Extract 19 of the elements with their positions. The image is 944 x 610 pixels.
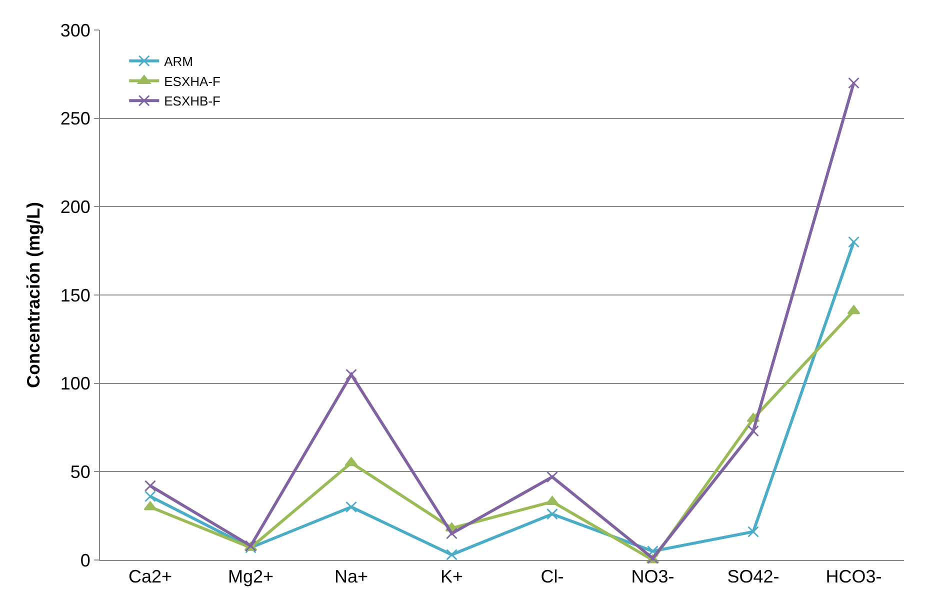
legend-label: ESXHA-F [164, 74, 221, 89]
y-tick-label: 100 [60, 374, 90, 394]
y-tick-label: 250 [60, 108, 90, 129]
legend-label: ARM [164, 54, 194, 69]
y-axis-title: Concentración (mg/L) [24, 202, 44, 388]
y-tick-label: 300 [60, 20, 90, 40]
y-tick-label: 200 [60, 196, 90, 217]
x-tick-label: NO3- [631, 566, 674, 587]
x-tick-label: Mg2+ [228, 566, 274, 587]
x-tick-label: HCO3- [826, 566, 882, 587]
y-tick-label: 0 [80, 550, 90, 570]
x-tick-label: Cl- [540, 566, 564, 587]
x-tick-label: K+ [440, 566, 464, 587]
y-tick-label: 50 [70, 462, 90, 482]
x-tick-label: Ca2+ [128, 566, 172, 587]
x-tick-label: SO42- [727, 566, 780, 587]
legend-label: ESXHB-F [164, 94, 221, 109]
y-tick-label: 150 [60, 285, 90, 306]
x-tick-label: Na+ [334, 566, 368, 587]
